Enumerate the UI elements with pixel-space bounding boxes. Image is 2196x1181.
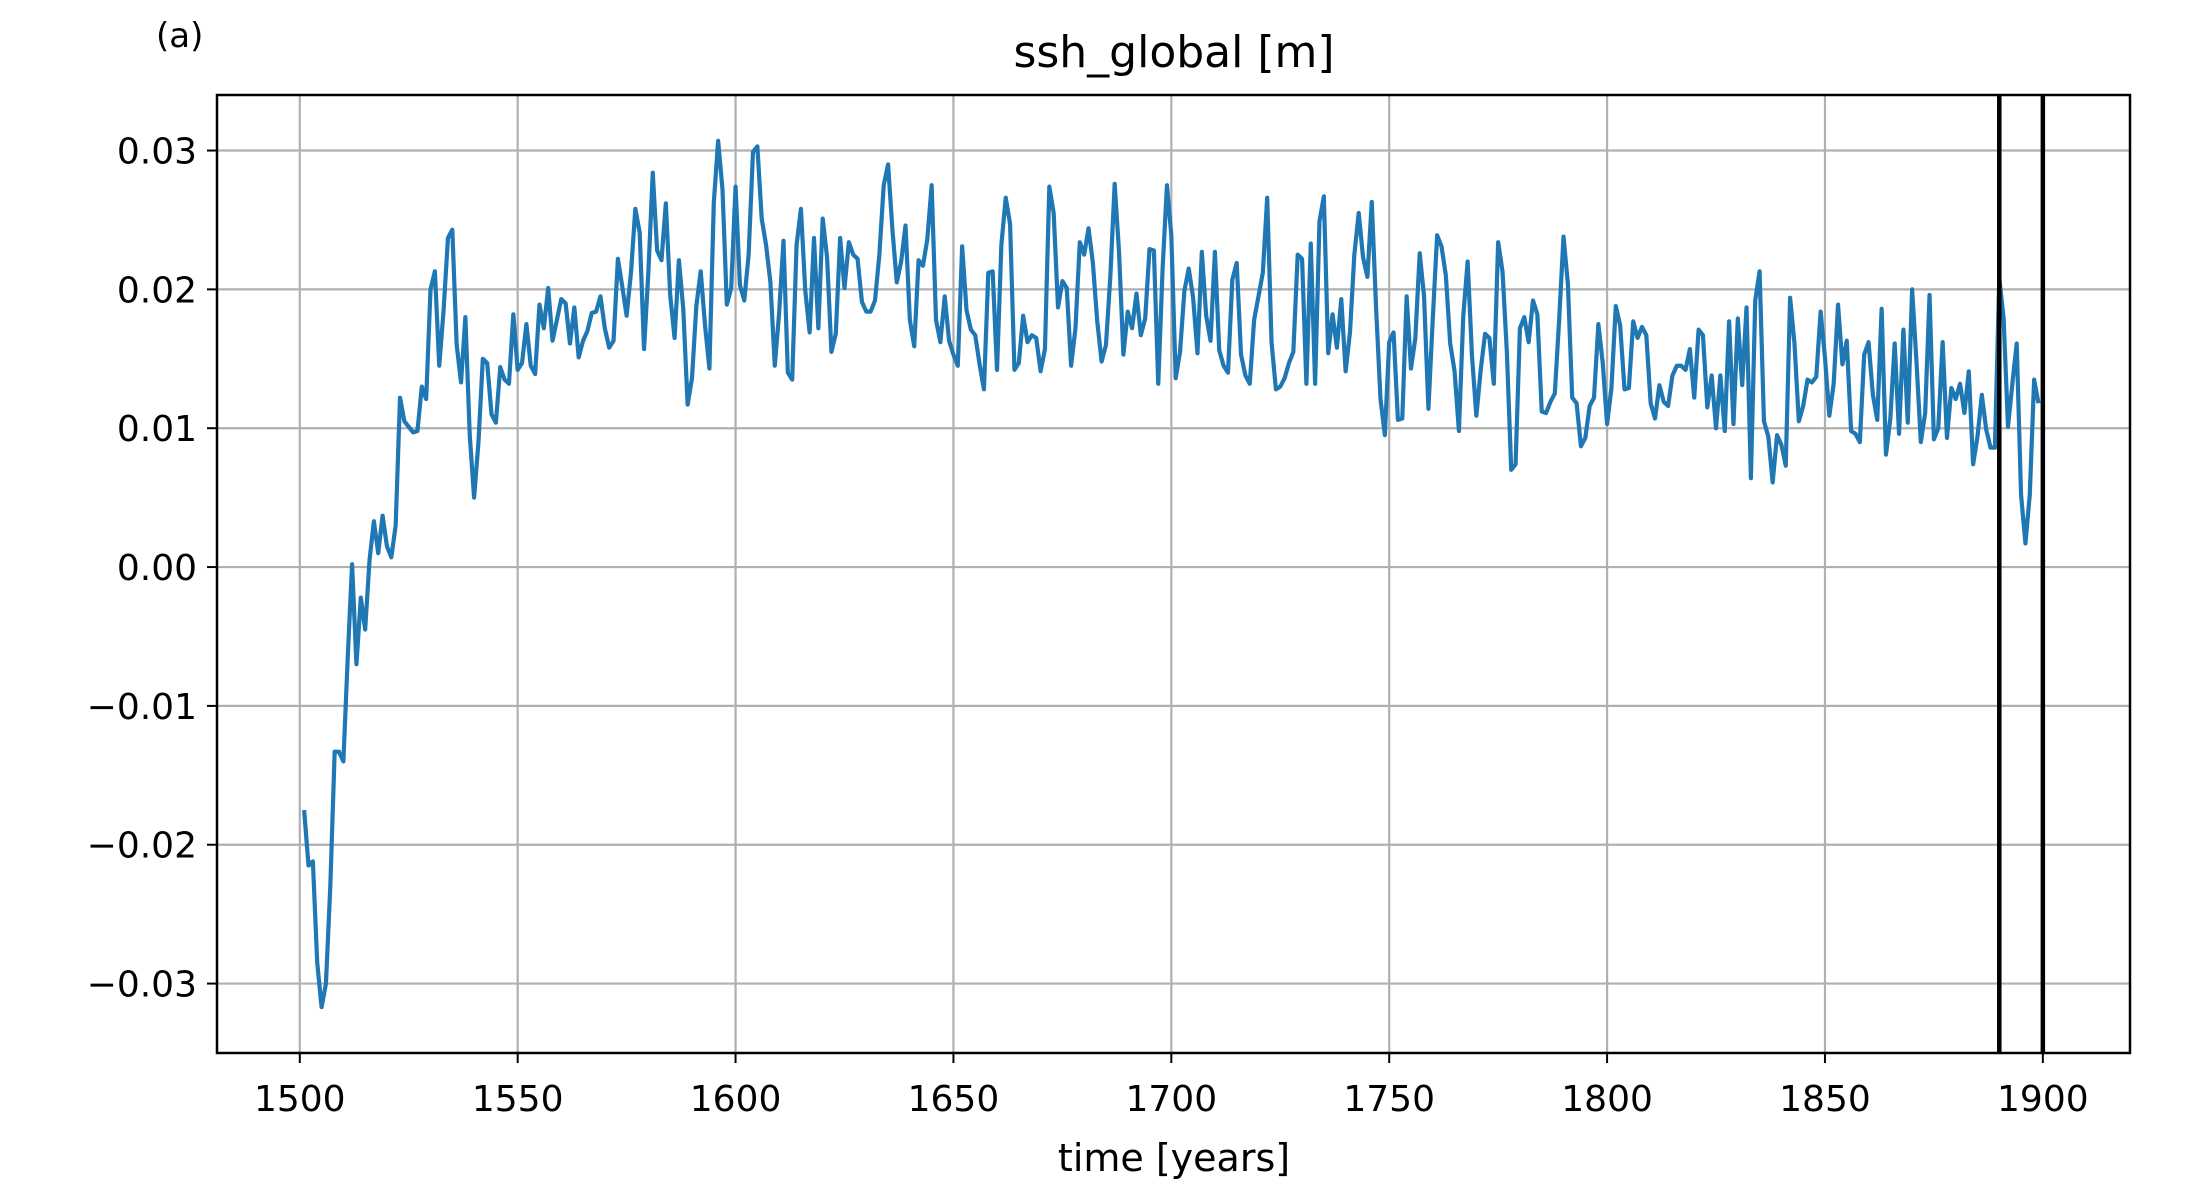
y-axis-ticks: −0.03 −0.02 −0.01 0.00 0.01 0.02 0.03 [87,132,217,1006]
y-tick-label: −0.03 [87,965,197,1006]
ssh-global-line [302,138,2041,1010]
y-tick-label: −0.02 [87,826,197,867]
plot-frame [215,93,2132,1055]
y-tick-label: 0.02 [117,270,197,311]
panel-label: (a) [156,16,203,56]
x-tick-label: 1650 [908,1079,1000,1120]
x-tick-label: 1550 [472,1079,564,1120]
vertical-markers [1997,95,2046,1053]
x-axis-ticks: 1500 1550 1600 1650 1700 1750 1800 1850 1900 [254,1053,2089,1120]
x-tick-label: 1850 [1779,1079,1871,1120]
y-tick-label: 0.01 [117,409,197,450]
x-axis-label: time [years] [1058,1136,1290,1180]
data-series [302,138,2041,1010]
x-tick-label: 1800 [1561,1079,1653,1120]
x-tick-label: 1700 [1126,1079,1218,1120]
x-tick-label: 1900 [1997,1079,2089,1120]
y-tick-label: 0.00 [117,548,197,589]
x-tick-label: 1600 [690,1079,782,1120]
y-tick-label: −0.01 [87,687,197,728]
x-tick-label: 1750 [1343,1079,1435,1120]
grid-lines [217,95,2130,1053]
y-tick-label: 0.03 [117,132,197,173]
x-tick-label: 1500 [254,1079,346,1120]
chart-title: ssh_global [m] [1013,27,1334,78]
